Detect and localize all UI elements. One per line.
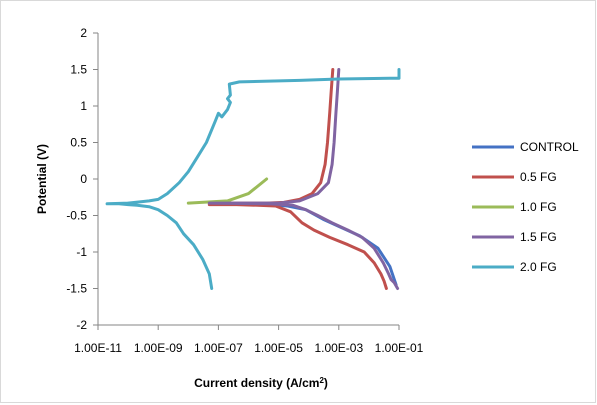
- y-tick-label: -2: [76, 318, 87, 332]
- y-tick-label: -0.5: [66, 209, 87, 223]
- y-axis-title: Potential (V): [35, 144, 49, 214]
- y-ticks: 2 1.5 1 0.5 0 -0.5 -1 -1.5 -2: [66, 26, 98, 332]
- y-tick-label: -1: [76, 245, 87, 259]
- x-axis-title-main: Current density (A/cm: [194, 376, 319, 390]
- series-line-1-0-fg: [186, 177, 269, 205]
- x-axis-title-superscript: 2: [319, 376, 324, 385]
- y-tick-label: 1.5: [70, 63, 87, 77]
- x-tick-label: 1.00E-05: [254, 341, 303, 355]
- y-tick-label: 1: [80, 99, 87, 113]
- legend-label-2-0-fg: 2.0 FG: [520, 260, 557, 274]
- x-axis-title: Current density (A/cm2): [194, 376, 328, 390]
- y-tick-label: 0.5: [70, 136, 87, 150]
- y-tick-label: 2: [80, 26, 87, 40]
- series-line-1-5-fg: [207, 68, 400, 290]
- x-tick-label: 1.00E-01: [375, 341, 424, 355]
- series-line-0-5-fg: [207, 68, 388, 290]
- x-tick-label: 1.00E-03: [314, 341, 363, 355]
- legend-label-0-5-fg: 0.5 FG: [520, 170, 557, 184]
- x-tick-label: 1.00E-09: [134, 341, 183, 355]
- legend-label-1-0-fg: 1.0 FG: [520, 200, 557, 214]
- y-tick-label: -1.5: [66, 282, 87, 296]
- x-tick-label: 1.00E-07: [194, 341, 243, 355]
- x-axis-title-end: ): [324, 376, 328, 390]
- x-ticks: 1.00E-11 1.00E-09 1.00E-07 1.00E-05 1.00E-03…: [74, 325, 424, 355]
- series-line-2-0-fg: [105, 68, 401, 290]
- axes: [97, 33, 399, 326]
- legend-label-control: CONTROL: [520, 140, 579, 154]
- x-tick-label: 1.00E-11: [74, 341, 122, 355]
- legend: CONTROL 0.5 FG 1.0 FG 1.5 FG 2.0 FG: [472, 140, 579, 274]
- legend-label-1-5-fg: 1.5 FG: [520, 230, 557, 244]
- y-tick-label: 0: [80, 172, 87, 186]
- plot-area: [105, 68, 401, 290]
